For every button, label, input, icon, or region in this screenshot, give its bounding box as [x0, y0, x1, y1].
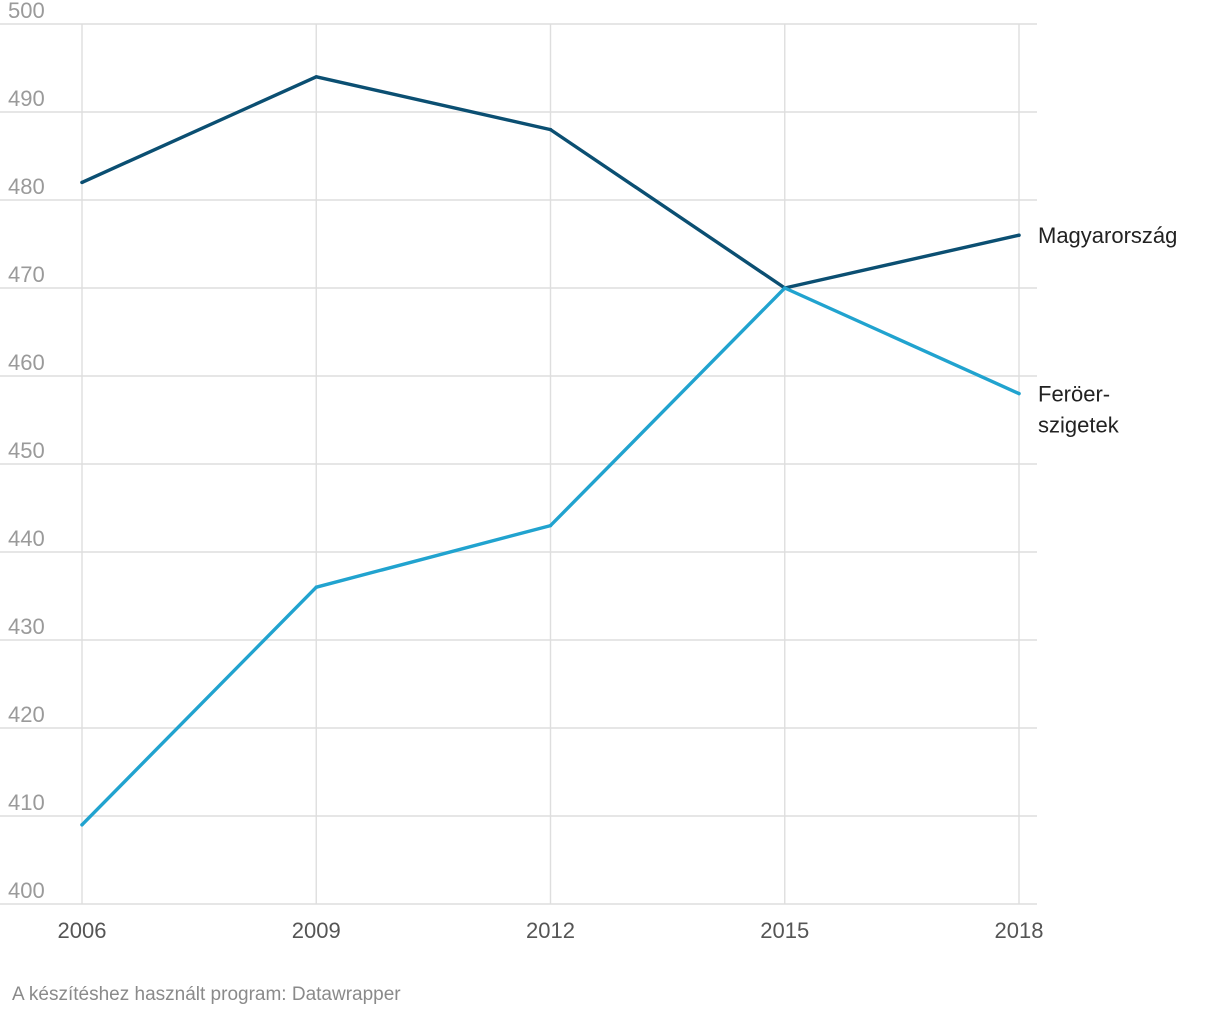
y-tick-label: 500 [8, 0, 45, 23]
data-point [80, 180, 84, 185]
y-tick-label: 470 [8, 262, 45, 287]
x-tick-label: 2012 [526, 918, 575, 943]
x-tick-label: 2018 [995, 918, 1044, 943]
series-label: Feröer- [1038, 382, 1110, 407]
y-tick-label: 400 [8, 878, 45, 903]
y-tick-label: 410 [8, 790, 45, 815]
x-tick-label: 2015 [760, 918, 809, 943]
x-tick-label: 2006 [58, 918, 107, 943]
data-point [314, 75, 318, 79]
y-tick-label: 440 [8, 526, 45, 551]
y-tick-label: 490 [8, 86, 45, 111]
credit-text: A készítéshez használt program: Datawrap… [12, 984, 401, 1005]
grid-lines [0, 23, 1037, 905]
y-tick-label: 430 [8, 614, 45, 639]
data-point [548, 523, 553, 528]
data-point [1017, 391, 1021, 396]
y-tick-label: 450 [8, 438, 45, 463]
series-label: szigetek [1038, 413, 1120, 438]
data-point [548, 127, 553, 132]
series-labels: Magyarország Feröer-szigetek [1038, 223, 1177, 437]
data-point [783, 286, 787, 290]
series-label: Magyarország [1038, 223, 1177, 248]
x-axis-tick-labels: 2006 2009 2012 2015 2018 [58, 918, 1044, 943]
y-tick-label: 420 [8, 702, 45, 727]
y-tick-label: 460 [8, 350, 45, 375]
data-point [314, 585, 318, 589]
x-tick-label: 2009 [292, 918, 341, 943]
data-point [80, 823, 84, 827]
y-axis-tick-labels: 500 490 480 470 460 450 440 430 420 410 400 [8, 0, 45, 903]
data-point [1017, 233, 1021, 237]
series-lines [80, 75, 1021, 827]
y-tick-label: 480 [8, 174, 45, 199]
